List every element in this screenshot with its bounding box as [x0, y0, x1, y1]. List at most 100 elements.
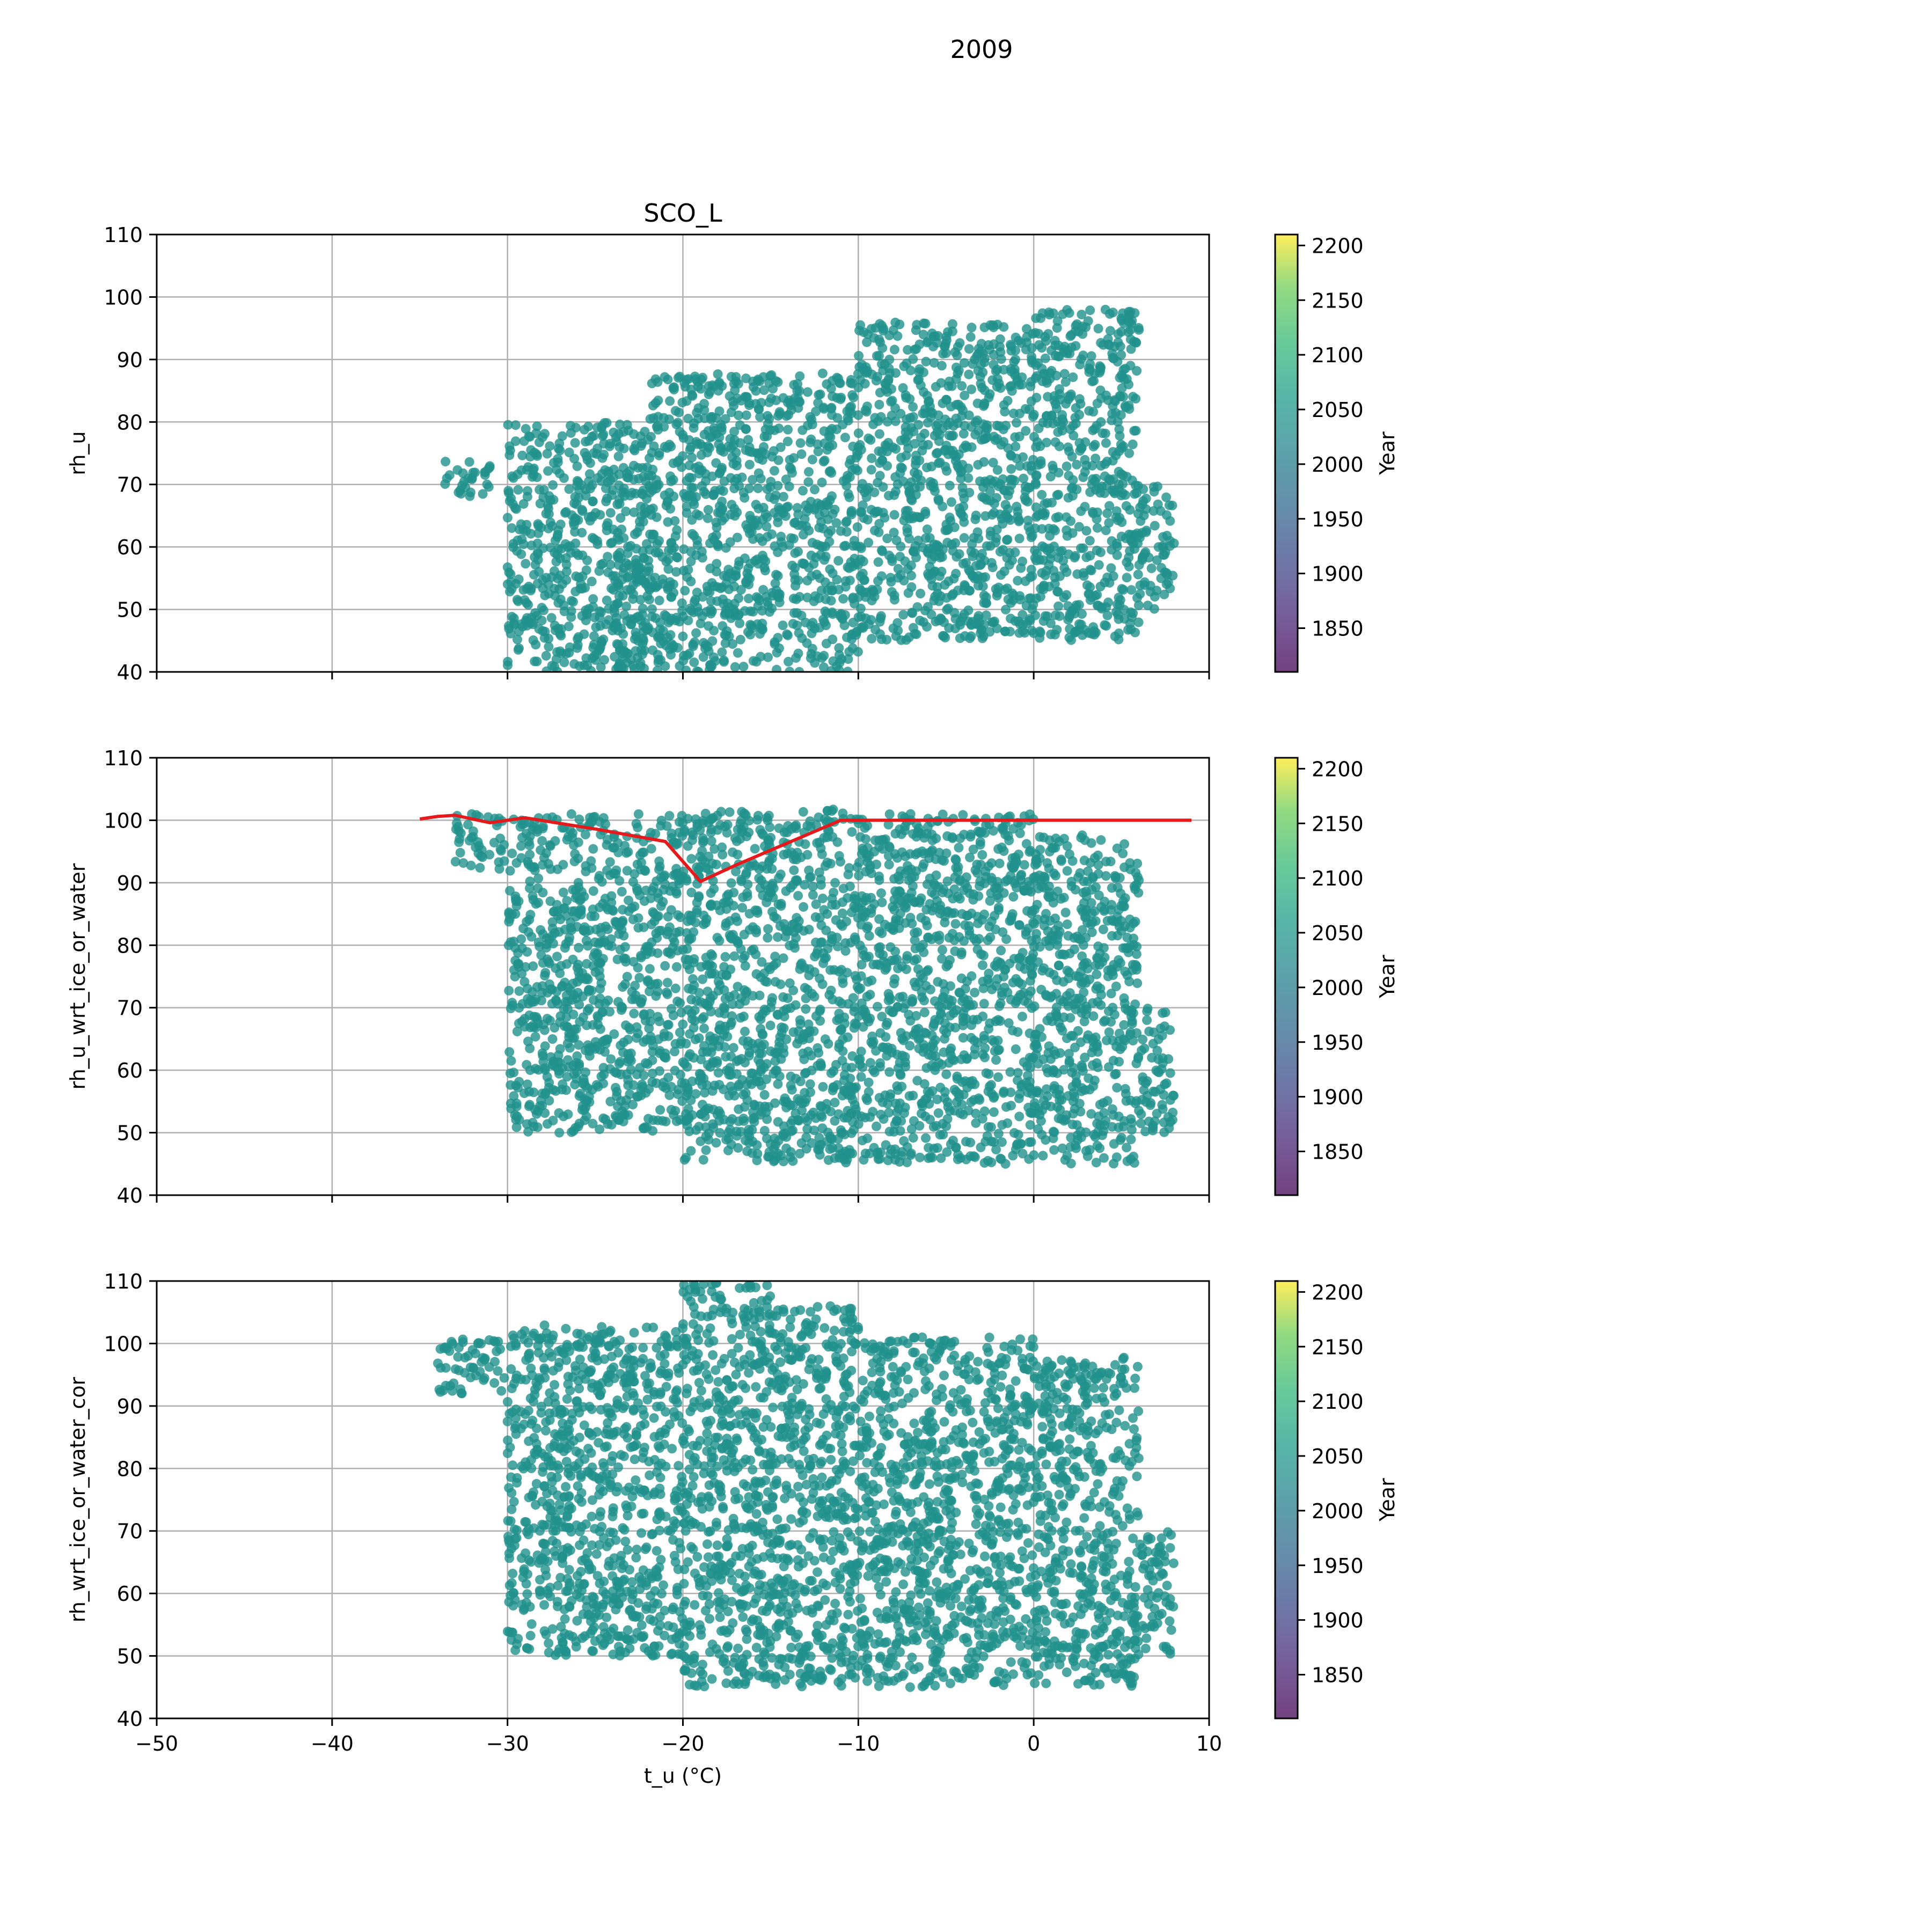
scatter-point: [595, 870, 604, 881]
scatter-point: [585, 469, 595, 479]
scatter-point: [539, 633, 550, 643]
scatter-point: [1052, 316, 1063, 326]
scatter-point: [525, 910, 536, 920]
scatter-point: [786, 1080, 796, 1091]
scatter-point: [753, 483, 763, 493]
scatter-point: [455, 834, 465, 844]
scatter-point: [753, 559, 763, 569]
scatter-point: [753, 520, 763, 530]
scatter-point: [589, 448, 599, 458]
scatter-point: [624, 895, 634, 905]
scatter-point: [1046, 346, 1056, 356]
scatter-point: [588, 496, 598, 507]
scatter-point: [782, 828, 792, 838]
scatter-point: [539, 853, 549, 863]
scatter-point: [819, 905, 829, 915]
scatter-point: [826, 402, 837, 413]
scatter-point: [697, 611, 707, 621]
scatter-point: [638, 610, 648, 620]
scatter-point: [714, 1116, 724, 1126]
scatter-point: [925, 407, 935, 417]
scatter-point: [1035, 627, 1045, 638]
scatter-point: [1023, 515, 1033, 525]
scatter-point: [599, 450, 609, 459]
scatter-point: [696, 384, 706, 394]
scatter-point: [808, 890, 818, 900]
scatter-point: [825, 859, 836, 869]
scatter-point: [809, 967, 819, 977]
scatter-point: [860, 367, 870, 377]
scatter-point: [947, 319, 957, 329]
scatter-point: [620, 942, 630, 952]
scatter-point: [716, 465, 727, 474]
scatter-point: [783, 425, 793, 435]
scatter-point: [1149, 604, 1159, 614]
scatter-point: [836, 1128, 846, 1138]
scatter-point: [753, 468, 764, 478]
scatter-point: [563, 542, 573, 552]
scatter-point: [995, 509, 1005, 519]
scatter-point: [762, 484, 772, 494]
scatter-point: [579, 629, 589, 639]
scatter-point: [550, 590, 560, 601]
scatter-point: [623, 648, 633, 658]
scatter-point: [614, 429, 624, 439]
scatter-point: [521, 559, 531, 569]
scatter-point: [702, 448, 712, 458]
scatter-point: [656, 821, 666, 831]
scatter-point: [1097, 428, 1108, 438]
scatter-point: [678, 945, 688, 955]
scatter-point: [555, 519, 566, 530]
scatter-point: [677, 598, 687, 608]
scatter-point: [965, 586, 975, 596]
scatter-point: [788, 1125, 798, 1136]
scatter-point: [1078, 472, 1088, 482]
scatter-point: [721, 970, 731, 980]
scatter-point: [898, 610, 909, 620]
scatter-point: [647, 604, 657, 614]
scatter-point: [744, 459, 755, 470]
scatter-point: [951, 362, 961, 372]
scatter-point: [668, 383, 678, 393]
scatter-point: [1068, 475, 1078, 485]
scatter-point: [1091, 627, 1101, 638]
scatter-point: [470, 467, 480, 478]
scatter-point: [807, 414, 817, 425]
scatter-point: [546, 864, 556, 874]
scatter-point: [1115, 392, 1125, 402]
scatter-point: [756, 1024, 766, 1034]
scatter-point: [522, 947, 532, 957]
scatter-point: [475, 863, 485, 873]
scatter-point: [726, 1139, 736, 1150]
scatter-point: [726, 1020, 736, 1030]
scatter-point: [873, 372, 882, 382]
scatter-point: [550, 584, 560, 594]
y-tick-label: 100: [104, 286, 143, 309]
scatter-point: [913, 469, 923, 479]
scatter-point: [979, 457, 989, 467]
scatter-point: [684, 460, 694, 471]
scatter-point: [519, 595, 530, 605]
scatter-point: [574, 493, 584, 503]
scatter-point: [1095, 361, 1105, 371]
scatter-point: [718, 503, 728, 514]
scatter-point: [999, 322, 1009, 332]
scatter-point: [523, 462, 533, 472]
scatter-point: [534, 624, 544, 634]
scatter-point: [612, 1091, 622, 1101]
scatter-point: [884, 1108, 894, 1118]
scatter-point: [525, 876, 535, 887]
scatter-point: [1137, 500, 1147, 510]
scatter-point: [947, 539, 957, 550]
scatter-point: [813, 439, 823, 449]
y-tick-label: 110: [104, 223, 143, 247]
scatter-point: [967, 422, 977, 432]
scatter-point: [991, 1145, 1001, 1155]
scatter-point: [835, 378, 845, 388]
scatter-point: [1118, 470, 1128, 480]
scatter-point: [820, 1034, 830, 1044]
scatter-point: [834, 1008, 844, 1019]
scatter-point: [442, 473, 452, 484]
scatter-point: [574, 1040, 584, 1050]
scatter-point: [1074, 619, 1084, 629]
